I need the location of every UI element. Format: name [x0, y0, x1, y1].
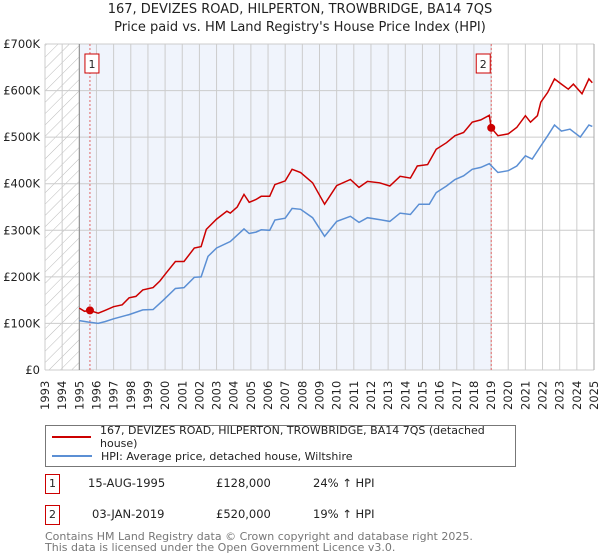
x-tick-label: 2006: [261, 381, 275, 410]
legend-item-hpi: HPI: Average price, detached house, Wilt…: [52, 448, 353, 464]
footer-copyright: Contains HM Land Registry data © Crown c…: [45, 530, 473, 543]
y-tick-label: £600K: [3, 84, 40, 98]
transaction-badge: 1: [45, 474, 60, 494]
x-tick-label: 1995: [72, 381, 86, 410]
sale-point: [487, 123, 496, 132]
x-tick-label: 1996: [89, 381, 103, 410]
y-tick-label: £0: [25, 363, 40, 377]
transaction-date: 15-AUG-1995: [88, 476, 166, 490]
legend-label-hpi: HPI: Average price, detached house, Wilt…: [101, 449, 353, 463]
x-tick-label: 2019: [484, 381, 498, 410]
x-tick-label: 2011: [347, 381, 361, 410]
x-tick-label: 2000: [158, 381, 172, 410]
legend-item-property: 167, DEVIZES ROAD, HILPERTON, TROWBRIDGE…: [52, 424, 515, 450]
transaction-hpi-diff: 19% ↑ HPI: [313, 507, 375, 521]
sale-point: [85, 306, 94, 315]
y-tick-label: £700K: [3, 37, 40, 51]
transaction-price: £128,000: [216, 476, 271, 490]
chart-subtitle: Price paid vs. HM Land Registry's House …: [114, 20, 486, 35]
x-tick-label: 2008: [295, 381, 309, 410]
chart-title: 167, DEVIZES ROAD, HILPERTON, TROWBRIDGE…: [107, 2, 493, 17]
x-tick-label: 2007: [278, 381, 292, 410]
y-tick-label: £500K: [3, 130, 40, 144]
y-tick-label: £400K: [3, 177, 40, 191]
x-tick-label: 2012: [364, 381, 378, 410]
legend: 167, DEVIZES ROAD, HILPERTON, TROWBRIDGE…: [45, 424, 516, 467]
x-tick-label: 2025: [587, 381, 600, 410]
x-tick-label: 2020: [501, 381, 515, 410]
x-tick-label: 1998: [124, 381, 138, 410]
y-tick-label: £200K: [3, 270, 40, 284]
x-tick-label: 2001: [175, 381, 189, 410]
x-tick-label: 2023: [553, 381, 567, 410]
x-tick-label: 2002: [192, 381, 206, 410]
y-tick-label: £100K: [3, 316, 40, 330]
sale-label: 2: [480, 58, 487, 71]
red-line-swatch: [52, 436, 91, 438]
x-tick-label: 2018: [467, 381, 481, 410]
x-tick-label: 2016: [433, 381, 447, 410]
x-tick-label: 1997: [107, 381, 121, 410]
property-price-line: [78, 77, 593, 314]
x-tick-label: 2003: [210, 381, 224, 410]
sale-label-box: [475, 53, 491, 74]
x-tick-label: 1999: [141, 381, 155, 410]
x-tick-label: 2014: [398, 381, 412, 410]
x-tick-label: 2004: [227, 381, 241, 410]
sale-label-box: [84, 53, 100, 74]
footer-licence: This data is licensed under the Open Gov…: [45, 541, 396, 554]
x-tick-label: 2021: [518, 381, 532, 410]
transaction-row: 2 03-JAN-2019 £520,000 19% ↑ HPI: [45, 505, 545, 525]
transaction-badge: 2: [45, 505, 60, 525]
transaction-date: 03-JAN-2019: [92, 507, 165, 521]
x-tick-label: 2024: [570, 381, 584, 410]
x-tick-label: 2010: [330, 381, 344, 410]
x-tick-label: 1993: [38, 381, 52, 410]
y-tick-label: £300K: [3, 223, 40, 237]
x-tick-label: 2009: [313, 381, 327, 410]
x-tick-label: 2013: [381, 381, 395, 410]
transaction-hpi-diff: 24% ↑ HPI: [313, 476, 375, 490]
x-tick-label: 2015: [415, 381, 429, 410]
x-tick-label: 2005: [244, 381, 258, 410]
hpi-line: [79, 123, 593, 325]
sale-label: 1: [88, 58, 95, 71]
price-chart: 1993 1994 1995 1996 1997 1998 1999 2000 2001 2002…: [3, 37, 600, 410]
transaction-row: 1 15-AUG-1995 £128,000 24% ↑ HPI: [45, 474, 545, 494]
x-tick-label: 2017: [450, 381, 464, 410]
legend-label-property: 167, DEVIZES ROAD, HILPERTON, TROWBRIDGE…: [100, 424, 485, 450]
transaction-price: £520,000: [216, 507, 271, 521]
x-tick-label: 1994: [55, 381, 69, 410]
x-tick-label: 2022: [536, 381, 550, 410]
blue-line-swatch: [52, 455, 92, 457]
